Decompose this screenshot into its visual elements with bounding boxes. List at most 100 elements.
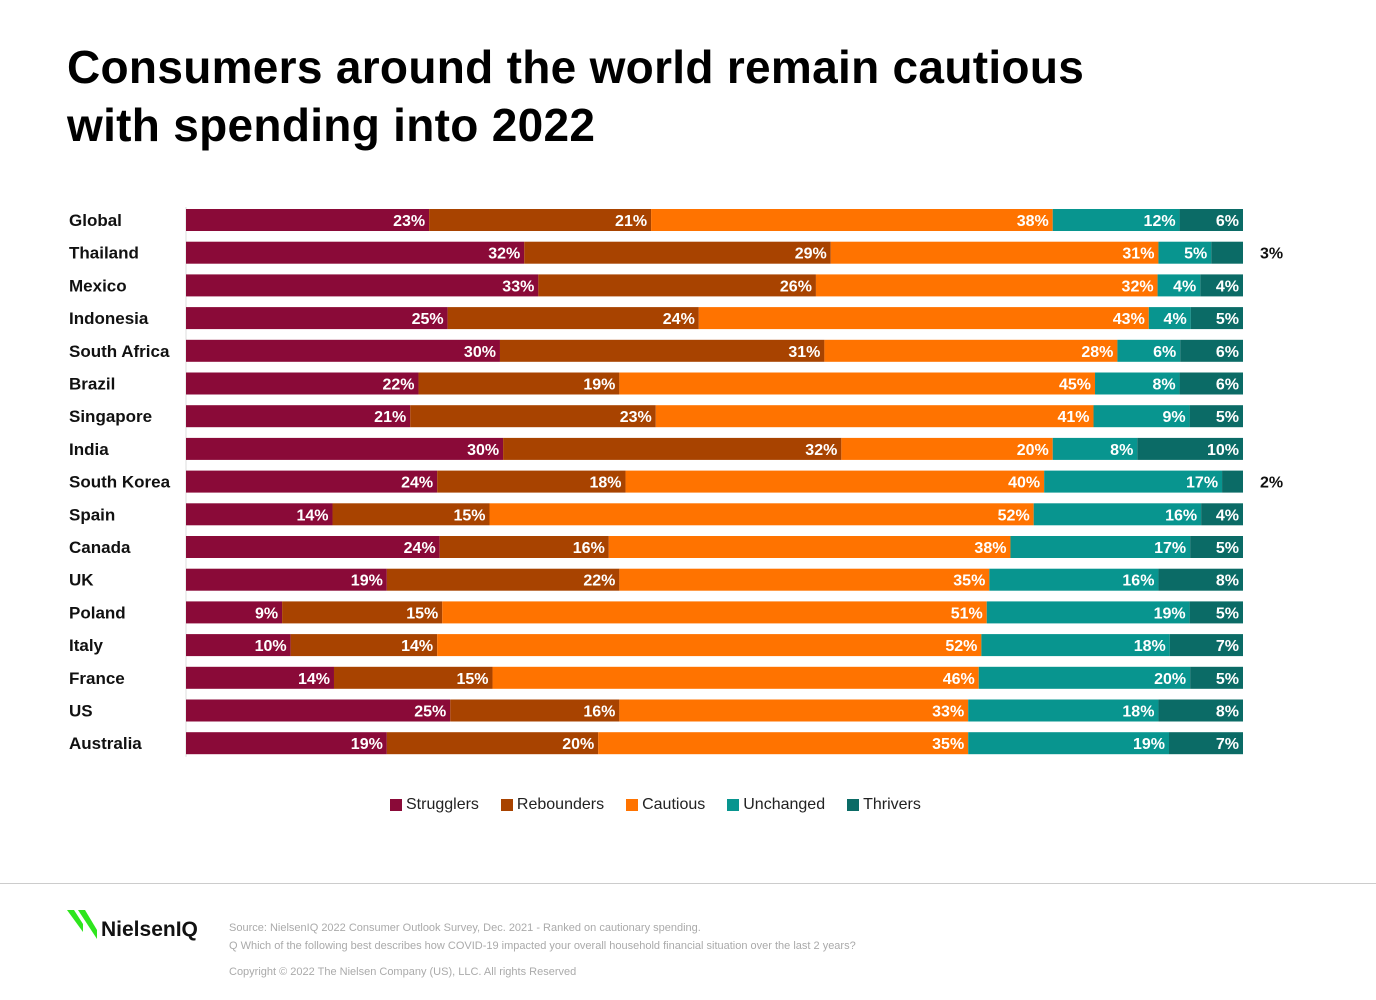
data-label: 25% [412, 311, 444, 328]
data-label: 15% [453, 507, 485, 524]
legend-label: Unchanged [743, 796, 826, 813]
bar-segment-unchanged [978, 666, 1191, 689]
legend-item: Strugglers [390, 796, 479, 814]
data-label: 2% [1260, 475, 1283, 492]
legend-label: Rebounders [516, 796, 605, 813]
bar-segment-unchanged [1117, 339, 1181, 362]
bar-segment-strugglers [186, 503, 333, 526]
bar-segment-strugglers [186, 405, 411, 428]
category-label: Global [69, 211, 122, 230]
data-label: 45% [1059, 377, 1091, 394]
bar-segment-cautious [492, 666, 979, 689]
category-label: Poland [69, 603, 126, 622]
bar-segment-unchanged [1052, 437, 1138, 460]
data-label: 8% [1216, 704, 1239, 721]
data-label: 51% [951, 605, 983, 622]
bar-segment-cautious [625, 470, 1045, 493]
bar-segment-thrivers [1169, 634, 1243, 657]
legend-swatch [626, 799, 639, 811]
data-label: 22% [383, 377, 415, 394]
data-label: 21% [374, 409, 406, 426]
bar-segment-rebounders [439, 536, 609, 558]
bar-segment-rebounders [332, 503, 490, 526]
bar-segment-rebounders [447, 307, 699, 330]
bar-segment-thrivers [1211, 241, 1243, 264]
bar-segment-rebounders [450, 699, 620, 722]
data-label: 7% [1216, 638, 1239, 655]
bar-segment-strugglers [186, 307, 448, 330]
bar-segment-thrivers [1180, 339, 1243, 362]
data-label: 7% [1216, 736, 1239, 753]
category-label: South Korea [69, 473, 171, 492]
bar-segment-cautious [608, 536, 1011, 558]
footer-question: Q Which of the following best describes … [229, 940, 856, 952]
data-label: 38% [974, 540, 1006, 557]
data-label: 16% [1122, 573, 1154, 590]
data-label: 23% [393, 213, 425, 230]
title-line-1: Consumers around the world remain cautio… [67, 41, 1085, 93]
bar-segment-thrivers [1158, 699, 1243, 722]
data-label: 24% [404, 540, 436, 557]
category-label: Italy [69, 636, 104, 655]
category-label: South Africa [69, 342, 170, 361]
bar-segment-cautious [442, 601, 987, 624]
data-label: 32% [1122, 278, 1154, 295]
data-label: 20% [1017, 442, 1049, 459]
bar-segment-cautious [655, 405, 1094, 428]
category-label: Australia [69, 734, 142, 753]
data-label: 3% [1260, 246, 1283, 263]
bar-segment-unchanged [1033, 503, 1202, 526]
bar-segment-thrivers [1190, 307, 1243, 330]
logo-icon [67, 910, 97, 939]
category-label: Brazil [69, 375, 115, 394]
footer-copyright: Copyright © 2022 The Nielsen Company (US… [229, 966, 577, 978]
data-label: 22% [583, 573, 615, 590]
bar-segment-strugglers [186, 339, 500, 362]
bar-segment-unchanged [1148, 307, 1191, 330]
data-label: 16% [583, 704, 615, 721]
data-label: 14% [298, 671, 330, 688]
bar-segment-strugglers [186, 666, 334, 689]
bar-segment-thrivers [1222, 470, 1243, 493]
data-label: 20% [562, 736, 594, 753]
data-label: 52% [945, 638, 977, 655]
bar-segment-unchanged [1157, 274, 1201, 297]
legend-swatch [847, 799, 860, 811]
divider [0, 883, 1376, 884]
data-label: 33% [932, 704, 964, 721]
bar-segment-unchanged [981, 634, 1170, 657]
logo-text: NielsenIQ [101, 918, 198, 941]
data-label: 12% [1144, 213, 1176, 230]
bar-segment-strugglers [186, 241, 525, 264]
bar-segment-rebounders [538, 274, 816, 297]
data-label: 5% [1216, 671, 1239, 688]
legend-swatch [500, 799, 513, 811]
footer-notes: Source: NielsenIQ 2022 Consumer Outlook … [229, 919, 856, 981]
data-label: 25% [414, 704, 446, 721]
data-label: 52% [998, 507, 1030, 524]
data-label: 43% [1113, 311, 1145, 328]
bar-segment-rebounders [386, 732, 599, 755]
bar-segment-thrivers [1201, 503, 1243, 526]
bar-segment-unchanged [968, 732, 1170, 755]
data-label: 19% [1133, 736, 1165, 753]
data-label: 17% [1186, 475, 1218, 492]
data-label: 26% [780, 278, 812, 295]
bar-segment-rebounders [333, 666, 493, 689]
data-label: 19% [351, 736, 383, 753]
data-label: 10% [1207, 442, 1239, 459]
bar-segment-cautious [619, 372, 1096, 395]
data-label: 14% [401, 638, 433, 655]
category-label: France [69, 669, 125, 688]
bar-segment-rebounders [282, 601, 443, 624]
data-label: 8% [1152, 377, 1175, 394]
bar-segment-strugglers [186, 568, 387, 591]
bar-segment-strugglers [186, 437, 504, 460]
data-label: 20% [1154, 671, 1186, 688]
stacked-bar-chart: Global 23% 21% 38% 12% 6% Thailand 32% 29% 31% 5% 3… [69, 207, 1283, 757]
bar-segment-thrivers [1179, 372, 1243, 395]
data-label: 18% [590, 475, 622, 492]
data-label: 30% [467, 442, 499, 459]
bar-segment-cautious [651, 209, 1053, 231]
bar-segment-strugglers [186, 634, 291, 657]
